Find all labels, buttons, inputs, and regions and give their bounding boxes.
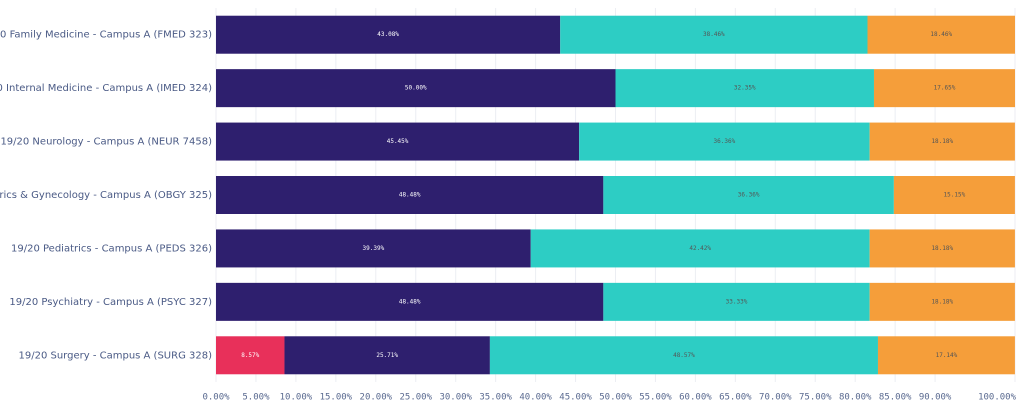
data-label: 8.57% [241,352,259,359]
bar-segment [893,176,1015,214]
data-label: 36.36% [738,192,760,199]
data-label: 18.18% [931,138,953,145]
data-label: 38.46% [703,31,725,38]
x-tick-label: 80.00% [839,393,872,403]
x-tick-label: 75.00% [799,393,832,403]
category-label: 19/20 Internal Medicine - Campus A (IMED… [0,83,212,94]
data-label: 17.65% [934,85,956,92]
data-label: 25.71% [376,352,398,359]
bar-segment [216,282,604,321]
bar-segment [216,229,531,268]
x-tick-label: 10.00% [280,393,313,403]
bar-segment [489,336,878,375]
x-tick-label: 55.00% [639,393,672,403]
data-label: 18.46% [930,31,952,38]
data-label: 50.00% [405,85,427,92]
category-label: 19/20 Psychiatry - Campus A (PSYC 327) [9,297,212,308]
x-tick-label: 20.00% [360,393,393,403]
data-label: 36.36% [714,138,736,145]
bar-segment [869,229,1015,268]
data-label: 15.15% [944,192,966,199]
x-tick-label: 5.00% [242,393,270,403]
bar-segment [216,122,580,161]
x-tick-label: 100.00% [978,393,1017,403]
bar-segment [869,282,1015,321]
x-tick-label: 50.00% [599,393,632,403]
bar-segment [579,122,870,161]
data-label: 48.48% [399,192,421,199]
x-tick-label: 25.00% [399,393,432,403]
data-label: 39.39% [363,245,385,252]
bar-segment [877,336,1015,375]
x-tick-label: 15.00% [320,393,353,403]
bar-segment [603,282,870,321]
data-label: 33.33% [726,298,748,305]
x-tick-label: 85.00% [879,393,912,403]
category-label: 19/20 Family Medicine - Campus A (FMED 3… [0,30,212,41]
x-tick-label: 90.00% [919,393,952,403]
bar-segment [603,176,894,214]
data-label: 43.08% [377,31,399,38]
category-label: 19/20 Pediatrics - Campus A (PEDS 326) [11,243,212,254]
bar-segment [867,15,1015,54]
data-label: 32.35% [734,85,756,92]
bar-segment [216,336,285,375]
data-label: 18.18% [931,298,953,305]
bar-segment [530,229,870,268]
bar-segment [216,176,604,214]
x-tick-label: 45.00% [559,393,592,403]
data-label: 18.18% [931,245,953,252]
bar-segment [560,15,868,54]
category-label: 19/20 Obstetrics & Gynecology - Campus A… [0,190,212,201]
x-tick-label: 30.00% [439,393,472,403]
bar-segment [873,69,1015,108]
bar-segment [284,336,490,375]
data-label: 17.14% [936,352,958,359]
category-label: 19/20 Surgery - Campus A (SURG 328) [19,350,213,361]
x-tick-label: 35.00% [479,393,512,403]
x-tick-label: 70.00% [759,393,792,403]
bar-segment [615,69,874,108]
data-label: 48.57% [673,352,695,359]
bar-segment [869,122,1015,161]
data-label: 48.48% [399,298,421,305]
bar-segment [216,15,561,54]
x-tick-label: 40.00% [519,393,552,403]
bar-segment [216,69,616,108]
x-tick-label: 60.00% [679,393,712,403]
category-label: 19/20 Neurology - Campus A (NEUR 7458) [0,137,212,148]
x-tick-label: 0.00% [202,393,230,403]
x-tick-label: 65.00% [719,393,752,403]
data-label: 45.45% [387,138,409,145]
data-label: 42.42% [689,245,711,252]
